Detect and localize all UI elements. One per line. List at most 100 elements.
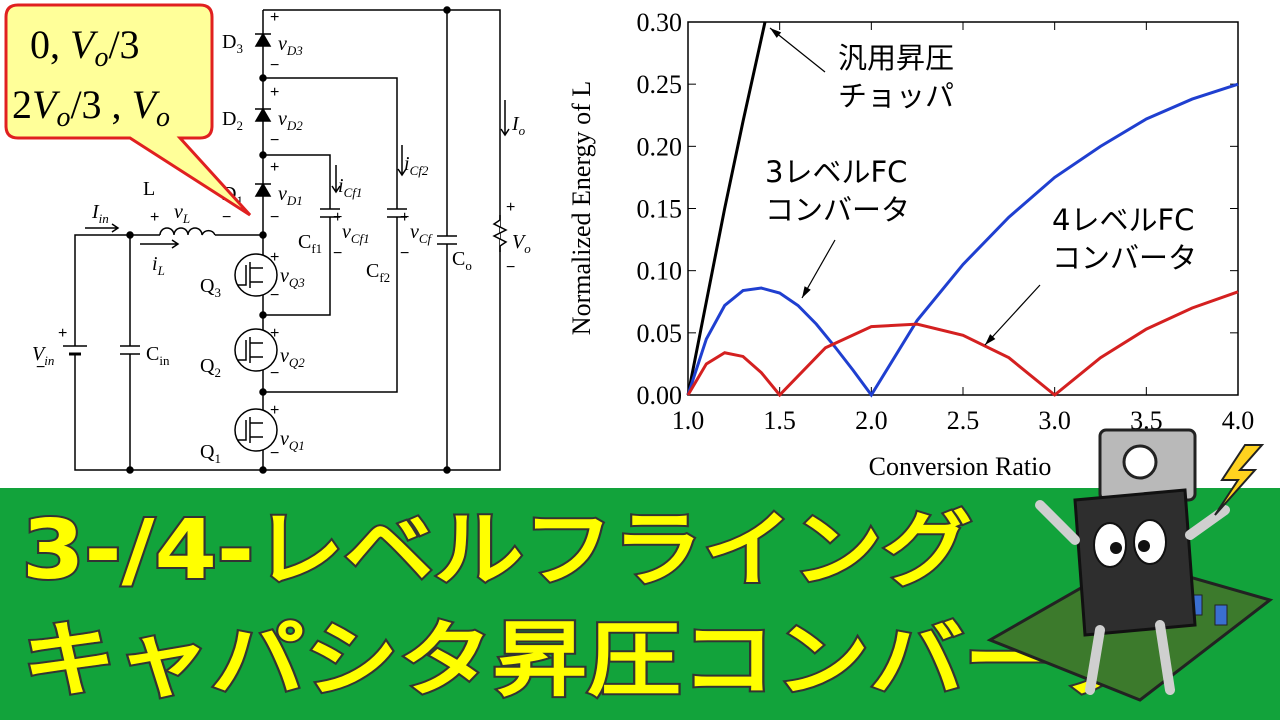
label-sub: o bbox=[465, 258, 472, 273]
label-sub: o bbox=[524, 241, 531, 256]
series-annotation: 4レベルFC bbox=[1052, 203, 1194, 237]
label-sub: Cf1 bbox=[351, 231, 370, 246]
label-sub: D1 bbox=[286, 193, 303, 208]
label-sub: Cf1 bbox=[344, 185, 363, 200]
polarity-sign: − bbox=[270, 365, 279, 382]
component-label: vD1 bbox=[278, 183, 303, 208]
banner-title: キャパシタ昇圧コンバータ bbox=[22, 613, 1152, 708]
polarity-sign: + bbox=[270, 84, 279, 101]
nodes bbox=[126, 6, 451, 474]
text: V bbox=[32, 82, 61, 127]
component-label: vD2 bbox=[278, 108, 303, 133]
y-tick-label: 0.00 bbox=[637, 381, 683, 410]
component-label: Co bbox=[452, 248, 472, 273]
text: o bbox=[94, 42, 108, 73]
x-tick-label: 2.0 bbox=[855, 406, 888, 435]
polarity-sign: − bbox=[333, 245, 342, 262]
component-label: Io bbox=[511, 113, 526, 138]
annotation-arrowhead bbox=[770, 28, 782, 38]
label-main: Q bbox=[200, 441, 215, 463]
label-main: C bbox=[452, 248, 465, 270]
label-main: v bbox=[342, 221, 351, 243]
series-line bbox=[686, 82, 1239, 398]
label-main: v bbox=[278, 183, 287, 205]
component-label: Cf1 bbox=[298, 231, 322, 256]
label-main: i bbox=[152, 253, 158, 275]
y-tick-label: 0.15 bbox=[637, 195, 683, 224]
label-main: I bbox=[511, 113, 520, 135]
wire bbox=[263, 77, 398, 393]
component-label: Cin bbox=[146, 343, 170, 368]
component-label: L bbox=[143, 178, 155, 200]
series-annotation: コンバータ bbox=[1052, 241, 1197, 275]
polarity-sign: − bbox=[222, 209, 231, 226]
component-label: D2 bbox=[222, 108, 243, 133]
label-main: v bbox=[280, 428, 289, 450]
annotation-arrowhead bbox=[985, 334, 996, 345]
label-sub: Q1 bbox=[289, 438, 305, 453]
component-label: D3 bbox=[222, 31, 243, 56]
circuit-labels: D3D2D1vD3vD2vD1LvLIiniLQ3Q2Q1vQ3vQ2vQ1Cf… bbox=[32, 9, 531, 466]
annotation-arrow bbox=[984, 284, 1041, 346]
text: V bbox=[70, 22, 99, 67]
label-sub: L bbox=[157, 263, 165, 278]
component-label: iL bbox=[152, 253, 165, 278]
y-tick-label: 0.20 bbox=[637, 132, 683, 161]
component-label: Q2 bbox=[200, 355, 221, 380]
wire bbox=[263, 154, 331, 316]
annotation-arrow bbox=[769, 27, 826, 73]
component-label: vCf1 bbox=[342, 221, 370, 246]
series-annotation: 汎用昇圧 bbox=[838, 41, 954, 75]
component-label: iCf2 bbox=[404, 153, 429, 178]
y-tick-label: 0.30 bbox=[637, 8, 683, 37]
text: V bbox=[132, 82, 161, 127]
label-main: C bbox=[298, 231, 311, 253]
label-sub: 3 bbox=[236, 41, 243, 56]
mascot bbox=[986, 428, 1274, 702]
text: 2 bbox=[12, 82, 32, 127]
label-sub: in bbox=[99, 211, 109, 226]
component-label: Q1 bbox=[200, 441, 221, 466]
label-sub: 1 bbox=[236, 193, 243, 208]
polarity-sign: + bbox=[270, 9, 279, 26]
polarity-sign: − bbox=[400, 245, 409, 262]
diodes bbox=[254, 32, 272, 197]
series-annotation: コンバータ bbox=[765, 193, 910, 227]
label-main: D bbox=[222, 108, 236, 130]
component-label: Vin bbox=[32, 343, 54, 368]
label-sub: D2 bbox=[286, 118, 303, 133]
polarity-sign: + bbox=[58, 325, 67, 342]
polarity-sign: − bbox=[270, 445, 279, 462]
label-main: C bbox=[146, 343, 159, 365]
component-label: vQ2 bbox=[280, 345, 305, 370]
polarity-sign: + bbox=[270, 249, 279, 266]
label-sub: Q3 bbox=[289, 275, 305, 290]
label-sub: Cf bbox=[419, 231, 434, 246]
label-sub: f2 bbox=[379, 270, 390, 285]
label-sub: 1 bbox=[214, 451, 221, 466]
polarity-sign: + bbox=[333, 209, 342, 226]
text: 0, bbox=[30, 22, 70, 67]
component-label: vD3 bbox=[278, 33, 303, 58]
diode bbox=[254, 32, 272, 47]
label-main: i bbox=[404, 153, 410, 175]
component-label: vL bbox=[174, 201, 190, 226]
banner-title: 3-/4-レベルフライング bbox=[22, 503, 972, 598]
polarity-sign: + bbox=[506, 199, 515, 216]
text: /3 bbox=[108, 22, 139, 67]
label-main: v bbox=[278, 33, 287, 55]
label-sub: Q2 bbox=[289, 355, 305, 370]
diode bbox=[254, 182, 272, 197]
label-sub: L bbox=[182, 211, 190, 226]
polarity-sign: + bbox=[400, 209, 409, 226]
y-tick-label: 0.25 bbox=[637, 70, 683, 99]
series-annotation: チョッパ bbox=[838, 79, 954, 113]
label-sub: 3 bbox=[214, 285, 221, 300]
label-main: v bbox=[410, 221, 419, 243]
x-tick-label: 2.5 bbox=[947, 406, 980, 435]
label-main: v bbox=[280, 265, 289, 287]
chart: Conversion Ratio Normalized Energy of L … bbox=[567, 8, 1254, 481]
component-label: vQ1 bbox=[280, 428, 305, 453]
label-sub: 2 bbox=[214, 365, 221, 380]
